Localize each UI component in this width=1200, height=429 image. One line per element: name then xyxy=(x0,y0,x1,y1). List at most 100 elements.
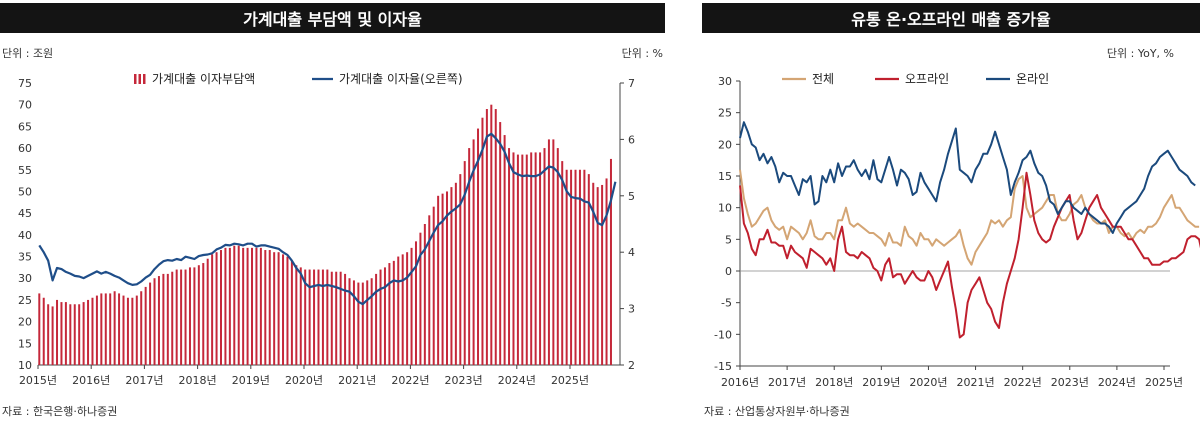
interest-burden-bar xyxy=(233,245,236,365)
interest-burden-bar xyxy=(596,187,599,365)
interest-burden-bar xyxy=(228,247,231,365)
interest-burden-bar xyxy=(140,291,143,365)
interest-burden-bar xyxy=(441,193,444,365)
interest-burden-bar xyxy=(162,273,165,365)
interest-burden-bar xyxy=(153,278,156,365)
interest-burden-bar xyxy=(118,293,121,365)
legend-online-label: 온라인 xyxy=(1016,72,1049,86)
interest-burden-bar xyxy=(277,252,280,365)
interest-burden-bar xyxy=(251,247,254,365)
interest-burden-bar xyxy=(410,247,413,365)
interest-burden-bar xyxy=(104,293,107,365)
interest-burden-bar xyxy=(326,269,329,365)
right-chart-panel: 유통 온·오프라인 매출 증가율 -15 -10 -5 0 5 10 15 20 25 30 201… xyxy=(702,0,1200,429)
left-rate-line xyxy=(38,132,617,306)
right-x-tick: 2023년 xyxy=(1051,376,1089,389)
interest-burden-bar xyxy=(485,109,488,366)
right-y-tick: 25 xyxy=(718,107,732,120)
interest-burden-bar xyxy=(552,139,555,365)
left-y2-tick: 2 xyxy=(628,359,635,372)
interest-burden-bar xyxy=(268,250,271,365)
interest-burden-bar xyxy=(366,280,369,365)
left-y-tick: 20 xyxy=(18,316,32,329)
interest-burden-bar xyxy=(264,250,267,365)
interest-burden-bar xyxy=(459,174,462,365)
interest-burden-bar xyxy=(344,273,347,365)
interest-burden-bar xyxy=(313,269,316,365)
interest-burden-bar xyxy=(135,295,138,365)
interest-burden-bar xyxy=(565,169,568,365)
interest-burden-bar xyxy=(215,252,218,365)
right-chart-svg: -15 -10 -5 0 5 10 15 20 25 30 2016년 2017년 2018년 2019년… xyxy=(704,47,1200,418)
left-x-tick: 2024년 xyxy=(498,374,536,387)
online-growth-line xyxy=(739,121,1196,234)
left-unit-left: 단위 : 조원 xyxy=(2,47,53,60)
interest-burden-bar xyxy=(259,247,262,365)
interest-burden-bar xyxy=(423,224,426,365)
left-y-tick: 50 xyxy=(18,185,32,198)
legend-bar-label: 가계대출 이자부담액 xyxy=(152,72,255,86)
interest-burden-bar xyxy=(131,297,134,365)
interest-burden-bar xyxy=(286,256,289,365)
interest-burden-bar xyxy=(122,295,125,365)
interest-burden-bar xyxy=(60,302,63,365)
right-y-tick: 15 xyxy=(718,170,732,183)
interest-burden-bar xyxy=(472,139,475,365)
right-x-tick: 2020년 xyxy=(909,376,947,389)
interest-burden-bar xyxy=(583,169,586,365)
interest-burden-bar xyxy=(317,269,320,365)
interest-burden-bar xyxy=(180,269,183,365)
interest-burden-bar xyxy=(82,302,85,365)
interest-burden-bar xyxy=(375,273,378,365)
interest-burden-bar xyxy=(100,293,103,365)
right-x-tick: 2021년 xyxy=(956,376,994,389)
interest-burden-bar xyxy=(73,304,76,365)
left-y-tick: 40 xyxy=(18,229,32,242)
interest-burden-bar xyxy=(392,260,395,365)
interest-burden-bar xyxy=(51,306,54,365)
left-y2-tick: 3 xyxy=(628,303,635,316)
interest-burden-bar xyxy=(592,182,595,365)
interest-burden-bar xyxy=(543,148,546,365)
interest-burden-bar xyxy=(282,254,285,365)
right-tick-labels: -15 -10 -5 0 5 10 15 20 25 30 2016년 2017년 2018년 2019년… xyxy=(714,75,1183,389)
right-y-tick: 20 xyxy=(718,138,732,151)
left-y2-tick: 7 xyxy=(628,77,635,90)
interest-burden-bar xyxy=(87,299,90,365)
left-x-tick: 2015년 xyxy=(19,374,57,387)
interest-burden-bar xyxy=(609,158,612,365)
left-bars xyxy=(38,104,612,366)
right-y-tick: 30 xyxy=(718,75,732,88)
right-y-tick: -15 xyxy=(714,360,732,373)
interest-burden-bar xyxy=(521,154,524,365)
legend-bar-swatch xyxy=(138,74,141,84)
left-x-tick: 2020년 xyxy=(285,374,323,387)
interest-burden-bar xyxy=(242,247,245,365)
right-legend: 전체 오프라인 온라인 xyxy=(782,72,1049,86)
interest-burden-bar xyxy=(516,154,519,365)
interest-burden-bar xyxy=(383,267,386,365)
interest-burden-bar xyxy=(397,256,400,365)
right-lines xyxy=(739,121,1200,339)
interest-burden-bar xyxy=(352,280,355,365)
interest-burden-bar xyxy=(69,304,72,365)
interest-burden-bar xyxy=(211,254,214,365)
left-y-tick: 70 xyxy=(18,99,32,112)
interest-burden-bar xyxy=(295,265,298,365)
interest-burden-bar xyxy=(237,245,240,365)
left-x-tick: 2023년 xyxy=(445,374,483,387)
interest-burden-bar xyxy=(202,263,205,365)
interest-burden-bar xyxy=(578,169,581,365)
interest-burden-bar xyxy=(56,299,59,365)
interest-burden-bar xyxy=(406,252,409,365)
interest-burden-bar xyxy=(547,139,550,365)
legend-bar-swatch xyxy=(143,74,146,84)
interest-burden-bar xyxy=(166,273,169,365)
legend-line-label: 가계대출 이자율(오른쪽) xyxy=(339,72,463,86)
interest-burden-bar xyxy=(574,169,577,365)
interest-burden-bar xyxy=(503,135,506,365)
left-y-tick: 55 xyxy=(18,164,32,177)
interest-rate-line xyxy=(38,132,617,306)
interest-burden-bar xyxy=(246,247,249,365)
